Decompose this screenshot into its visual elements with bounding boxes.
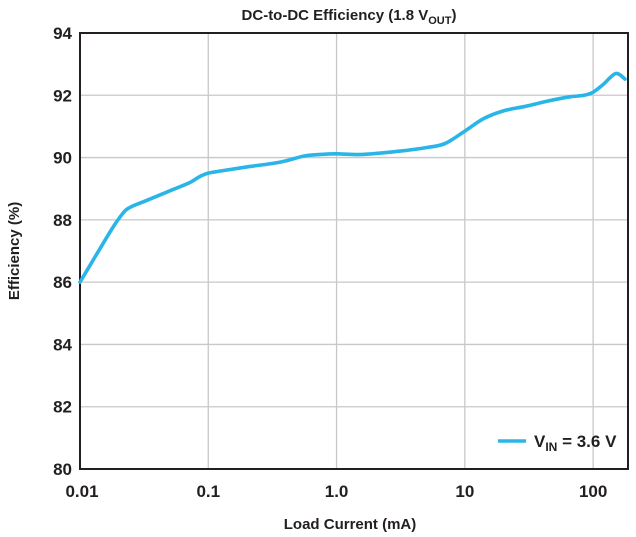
chart-title-suffix: ) bbox=[451, 7, 456, 24]
legend-label-subscript: IN bbox=[545, 440, 557, 454]
x-tick-label: 1.0 bbox=[325, 482, 349, 501]
y-tick-label: 80 bbox=[53, 460, 72, 479]
y-tick-label: 90 bbox=[53, 149, 72, 168]
legend-label: VIN = 3.6 V bbox=[534, 432, 617, 454]
series-line-vin-3.6v bbox=[78, 71, 627, 284]
y-tick-label: 94 bbox=[53, 24, 72, 43]
x-axis-label: Load Current (mA) bbox=[284, 516, 417, 533]
legend-label-rest: = 3.6 V bbox=[557, 432, 617, 451]
chart-title: DC-to-DC Efficiency (1.8 VOUT) bbox=[242, 7, 457, 27]
chart-title-subscript: OUT bbox=[428, 15, 452, 27]
gridlines bbox=[80, 33, 628, 469]
x-tick-labels: 0.01 0.1 1.0 10 100 bbox=[65, 482, 607, 501]
y-tick-label: 86 bbox=[53, 273, 72, 292]
y-tick-labels: 80 82 84 86 88 90 92 94 bbox=[53, 24, 72, 479]
y-tick-label: 82 bbox=[53, 398, 72, 417]
plot-frame bbox=[79, 32, 629, 470]
x-tick-label: 0.01 bbox=[65, 482, 98, 501]
y-tick-label: 84 bbox=[53, 335, 72, 354]
x-tick-label: 100 bbox=[579, 482, 607, 501]
x-tick-label: 10 bbox=[455, 482, 474, 501]
legend: VIN = 3.6 V bbox=[498, 432, 617, 454]
x-tick-label: 0.1 bbox=[196, 482, 220, 501]
y-tick-label: 88 bbox=[53, 211, 72, 230]
y-axis-label: Efficiency (%) bbox=[6, 202, 23, 300]
y-tick-label: 92 bbox=[53, 86, 72, 105]
